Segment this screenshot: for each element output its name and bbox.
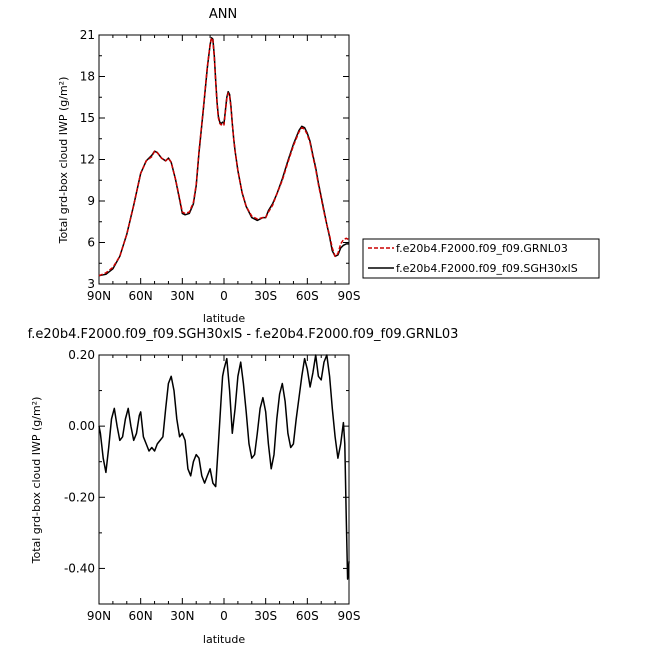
top-y-tick-label: 21: [80, 28, 95, 42]
top-xlabel: latitude: [203, 312, 245, 325]
top-y-tick-label: 6: [87, 236, 95, 250]
bottom-x-tick-label: 90S: [338, 609, 361, 623]
bottom-x-tick-label: 90N: [87, 609, 111, 623]
top-panel: ANN 90N 60N 30N 0 30S 60S 90S 3 6 9 12 15 18 21 latit…: [57, 7, 360, 325]
top-y-tick-label: 3: [87, 277, 95, 291]
top-x-tick-label: 60N: [129, 289, 153, 303]
top-chart-title: ANN: [209, 7, 237, 22]
top-x-tick-label: 0: [220, 289, 228, 303]
bottom-panel: f.e20b4.F2000.f09_f09.SGH30xlS - f.e20b4…: [28, 327, 459, 646]
top-y-tick-label: 12: [80, 153, 95, 167]
legend: f.e20b4.F2000.f09_f09.GRNL03 f.e20b4.F20…: [362, 238, 600, 279]
bottom-plot-frame: [98, 354, 350, 605]
bottom-y-tick-label: -0.40: [64, 561, 95, 575]
legend-box: [362, 238, 600, 279]
legend-label-sgh30xls: f.e20b4.F2000.f09_f09.SGH30xlS: [396, 262, 578, 275]
bottom-xlabel: latitude: [203, 633, 245, 646]
bottom-ticks: 90N 60N 30N 0 30S 60S 90S 0.20 0.00 -0.20 -0.40: [64, 348, 361, 623]
bottom-chart-title: f.e20b4.F2000.f09_f09.SGH30xlS - f.e20b4…: [28, 327, 459, 342]
bottom-y-tick-label: 0.20: [68, 348, 95, 362]
top-x-tick-label: 60S: [296, 289, 319, 303]
bottom-x-tick-label: 60N: [129, 609, 153, 623]
top-x-tick-label: 90S: [338, 289, 361, 303]
bottom-y-tick-label: -0.20: [64, 490, 95, 504]
top-ticks: 90N 60N 30N 0 30S 60S 90S 3 6 9 12 15 18 21: [80, 28, 361, 303]
bottom-x-tick-label: 30S: [254, 609, 277, 623]
bottom-x-tick-label: 0: [220, 609, 228, 623]
top-plot-frame: [98, 34, 350, 285]
legend-label-grnl03: f.e20b4.F2000.f09_f09.GRNL03: [396, 242, 568, 255]
top-ylabel: Total grd-box cloud IWP (g/m²): [57, 77, 70, 245]
bottom-y-tick-label: 0.00: [68, 419, 95, 433]
bottom-x-tick-label: 60S: [296, 609, 319, 623]
top-series: [98, 37, 350, 277]
top-x-tick-label: 30S: [254, 289, 277, 303]
bottom-x-tick-label: 30N: [170, 609, 194, 623]
top-series-line-dashed: [98, 37, 350, 277]
top-y-tick-label: 18: [80, 70, 95, 84]
top-x-tick-label: 90N: [87, 289, 111, 303]
bottom-ylabel: Total grd-box cloud IWP (g/m²): [30, 397, 43, 565]
top-y-tick-label: 9: [87, 194, 95, 208]
top-series-line-solid: [98, 37, 349, 277]
top-x-tick-label: 30N: [170, 289, 194, 303]
bottom-series: [98, 354, 350, 580]
top-y-tick-label: 15: [80, 111, 95, 125]
bottom-series-line-solid: [98, 354, 350, 580]
